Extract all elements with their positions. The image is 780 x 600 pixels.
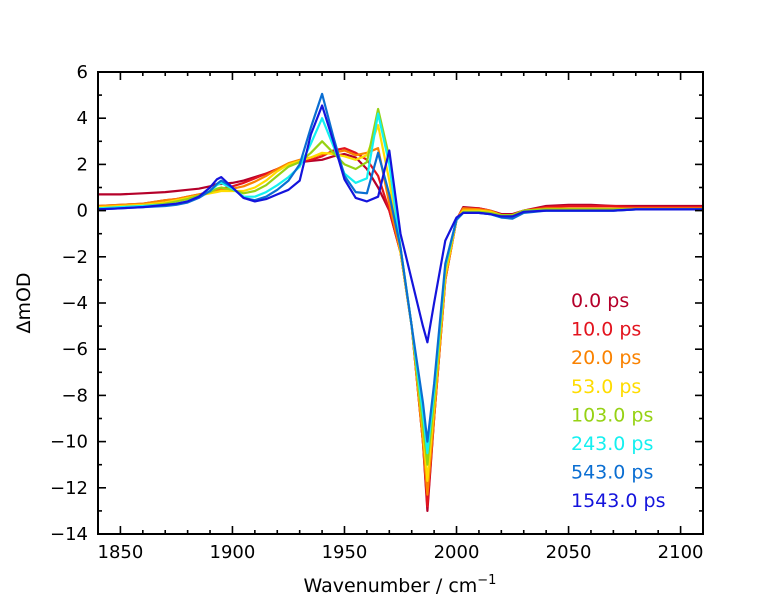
x-tick-label: 1950 — [322, 542, 368, 563]
y-tick-label: −12 — [50, 478, 88, 499]
y-tick-label: −10 — [50, 432, 88, 453]
legend-entry-4: 103.0 ps — [571, 404, 653, 426]
x-axis-label-main: Wavenumber / cm — [304, 575, 478, 597]
legend-entry-0: 0.0 ps — [571, 290, 629, 312]
x-axis-label: Wavenumber / cm−1 — [304, 573, 497, 597]
y-tick-label: −2 — [61, 247, 88, 268]
series-line-7 — [98, 104, 703, 344]
x-tick-label: 1900 — [210, 542, 256, 563]
y-tick-label: −14 — [50, 524, 88, 545]
x-tick-label: 2000 — [434, 542, 480, 563]
legend-entry-3: 53.0 ps — [571, 376, 641, 398]
legend-entry-1: 10.0 ps — [571, 319, 641, 341]
y-tick-label: 0 — [77, 201, 88, 222]
y-tick-label: −4 — [61, 293, 88, 314]
x-axis-label-superscript: −1 — [477, 573, 496, 588]
legend-entry-5: 243.0 ps — [571, 433, 653, 455]
x-tick-label: 1850 — [98, 542, 144, 563]
legend-entry-6: 543.0 ps — [571, 462, 653, 484]
legend-entry-2: 20.0 ps — [571, 347, 641, 369]
y-tick-label: 6 — [77, 62, 88, 83]
x-tick-label: 2100 — [658, 542, 704, 563]
series-line-4 — [98, 107, 703, 466]
legend: 0.0 ps 10.0 ps 20.0 ps 53.0 ps 103.0 ps 243.0… — [571, 290, 665, 512]
y-tick-label: 2 — [77, 154, 88, 175]
legend-entry-7: 1543.0 ps — [571, 490, 665, 512]
series-layer — [98, 92, 703, 512]
tick-layer — [97, 71, 704, 535]
y-tick-label: 4 — [77, 108, 88, 129]
y-tick-label: −6 — [61, 339, 88, 360]
y-axis-label: ΔmOD — [13, 272, 35, 333]
x-tick-label: 2050 — [546, 542, 592, 563]
y-tick-label: −8 — [61, 385, 88, 406]
label-layer: 1850 1900 1950 2000 2050 2100 6 4 2 0 −2 −4 −6 −8 −10 −… — [50, 62, 703, 563]
